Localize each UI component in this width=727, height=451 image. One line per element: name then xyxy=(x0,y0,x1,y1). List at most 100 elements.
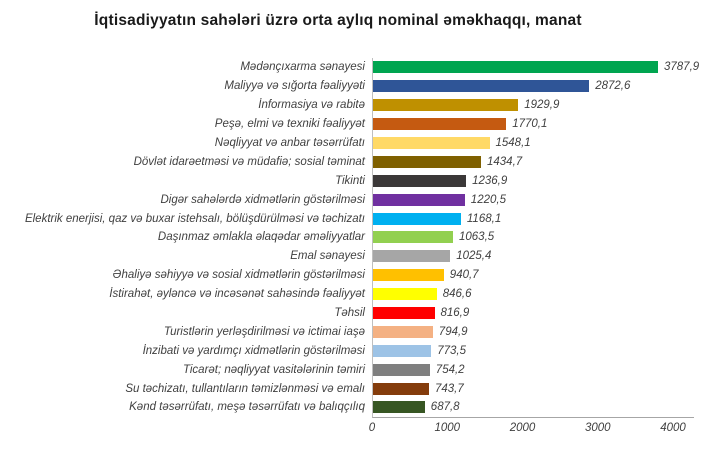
chart-title: İqtisadiyyatın sahələri üzrə orta aylıq … xyxy=(94,12,582,29)
category-label: Tikinti xyxy=(335,174,365,187)
bar-row: İnformasiya və rabitə 1929,9 xyxy=(0,96,727,115)
category-label: Digər sahələrdə xidmətlərin göstərilməsi xyxy=(160,193,365,206)
category-label: Emal sənayesi xyxy=(290,250,365,263)
value-label: 1063,5 xyxy=(459,231,495,244)
category-label: Təhsil xyxy=(334,307,365,320)
category-label: Ticarət; nəqliyyat vasitələrinin təmiri xyxy=(182,363,365,376)
value-label: 1548,1 xyxy=(495,137,531,149)
value-label: 773,5 xyxy=(437,344,466,357)
bar xyxy=(373,155,481,168)
bar-row: Mədənçıxarma sənayesi 3787,9 xyxy=(0,58,727,77)
value-label: 1168,1 xyxy=(466,212,502,225)
bar-row: Daşınmaz əmlakla əlaqədar əməliyyatlar 10… xyxy=(0,228,727,247)
bar-cell: 1548,1 xyxy=(372,134,531,153)
bar xyxy=(373,382,429,395)
value-label: 794,9 xyxy=(438,325,468,338)
category-label: Nəqliyyat və anbar təsərrüfatı xyxy=(214,137,365,149)
bar-row: Maliyyə və sığorta fəaliyyəti 2872,6 xyxy=(0,77,727,96)
value-label: 743,7 xyxy=(435,382,464,395)
category-label: Əhaliyə səhiyyə və sosial xidmətlərin gö… xyxy=(112,269,365,282)
bar-row: Digər sahələrdə xidmətlərin göstərilməsi… xyxy=(0,190,727,209)
bar-row: Tikinti 1236,9 xyxy=(0,171,727,190)
value-label: 1236,9 xyxy=(472,174,508,187)
value-label: 940,7 xyxy=(449,269,479,282)
bar-cell: 940,7 xyxy=(372,266,479,285)
bar xyxy=(373,401,425,414)
bar xyxy=(373,250,451,263)
bar-cell: 816,9 xyxy=(372,304,469,323)
bar-cell: 846,6 xyxy=(372,285,471,304)
bar xyxy=(373,193,465,206)
category-label: Elektrik enerjisi, qaz və buxar istehsal… xyxy=(24,212,365,225)
bar xyxy=(373,80,590,93)
bar-cell: 1220,5 xyxy=(372,190,506,209)
bar xyxy=(373,118,507,131)
bar-cell: 1025,4 xyxy=(372,247,491,266)
bar-row: Nəqliyyat və anbar təsərrüfatı 1548,1 xyxy=(0,134,727,153)
bar xyxy=(373,307,435,320)
x-tick-label: 4000 xyxy=(660,422,686,434)
bar-row: Elektrik enerjisi, qaz və buxar istehsal… xyxy=(0,209,727,228)
bar-row: Kənd təsərrüfatı, meşə təsərrüfatı və ba… xyxy=(0,398,727,417)
bar-chart: Mədənçıxarma sənayesi 3787,9 Maliyyə və sı… xyxy=(0,58,727,438)
value-label: 687,8 xyxy=(430,401,460,414)
bar-cell: 773,5 xyxy=(372,341,466,360)
x-tick-label: 3000 xyxy=(585,422,611,434)
category-label: Kənd təsərrüfatı, meşə təsərrüfatı və ba… xyxy=(129,401,365,414)
bar-cell: 3787,9 xyxy=(372,58,699,77)
bar-row: Əhaliyə səhiyyə və sosial xidmətlərin gö… xyxy=(0,266,727,285)
bar-cell: 1434,7 xyxy=(372,152,522,171)
category-label: İstirahət, əyləncə və incəsənət sahəsind… xyxy=(109,288,365,301)
value-label: 2872,6 xyxy=(595,80,631,93)
value-label: 754,2 xyxy=(435,363,465,376)
bar-cell: 1063,5 xyxy=(372,228,494,247)
x-axis: 0 1000 2000 3000 4000 xyxy=(368,422,693,438)
bar-row: Su təchizatı, tullantıların təmizlənməsi… xyxy=(0,379,727,398)
bar-cell: 1770,1 xyxy=(372,115,547,134)
bar xyxy=(373,325,433,338)
category-label: Peşə, elmi və texniki fəaliyyət xyxy=(214,118,365,131)
bar-cell: 743,7 xyxy=(372,379,464,398)
bar-row: Turistlərin yerləşdirilməsi və ictimai i… xyxy=(0,322,727,341)
bar-row: Ticarət; nəqliyyat vasitələrinin təmiri 7… xyxy=(0,360,727,379)
bar xyxy=(373,137,490,149)
category-label: Dövlət idarəetməsi və müdafiə; sosial tə… xyxy=(133,155,365,168)
bar xyxy=(373,269,444,282)
bar-cell: 754,2 xyxy=(372,360,465,379)
category-label: Maliyyə və sığorta fəaliyyəti xyxy=(224,80,365,93)
bar-row: İstirahət, əyləncə və incəsənət sahəsind… xyxy=(0,285,727,304)
value-label: 1220,5 xyxy=(470,193,506,206)
category-label: Daşınmaz əmlakla əlaqədar əməliyyatlar xyxy=(157,231,365,244)
bar-cell: 2872,6 xyxy=(372,77,630,96)
x-tick-label: 2000 xyxy=(509,422,536,434)
bar xyxy=(373,344,432,357)
value-label: 1929,9 xyxy=(524,99,560,112)
x-tick-label: 0 xyxy=(368,422,376,434)
bar-row: İnzibati və yardımçı xidmətlərin göstəri… xyxy=(0,341,727,360)
bar xyxy=(373,174,467,187)
bar-cell: 1929,9 xyxy=(372,96,559,115)
bar-row: Peşə, elmi və texniki fəaliyyət 1770,1 xyxy=(0,115,727,134)
bar-row: Emal sənayesi 1025,4 xyxy=(0,247,727,266)
value-label: 3787,9 xyxy=(664,61,700,74)
value-label: 1770,1 xyxy=(512,118,548,131)
bar-row: Dövlət idarəetməsi və müdafiə; sosial tə… xyxy=(0,152,727,171)
bar xyxy=(373,363,430,376)
value-label: 1434,7 xyxy=(487,155,523,168)
bar-cell: 1168,1 xyxy=(372,209,501,228)
category-label: İnformasiya və rabitə xyxy=(258,99,365,112)
category-label: Turistlərin yerləşdirilməsi və ictimai i… xyxy=(163,325,365,338)
bar xyxy=(373,288,437,301)
category-label: Mədənçıxarma sənayesi xyxy=(240,61,365,74)
bar-cell: 794,9 xyxy=(372,322,468,341)
category-label: İnzibati və yardımçı xidmətlərin göstəri… xyxy=(142,344,365,357)
value-label: 846,6 xyxy=(442,288,472,301)
bar-row: Təhsil 816,9 xyxy=(0,304,727,323)
category-label: Su təchizatı, tullantıların təmizlənməsi… xyxy=(125,382,365,395)
value-label: 1025,4 xyxy=(456,250,492,263)
bar-rows: Mədənçıxarma sənayesi 3787,9 Maliyyə və sı… xyxy=(0,58,727,417)
bar xyxy=(373,61,658,74)
bar xyxy=(373,231,453,244)
bar-cell: 687,8 xyxy=(372,398,460,417)
